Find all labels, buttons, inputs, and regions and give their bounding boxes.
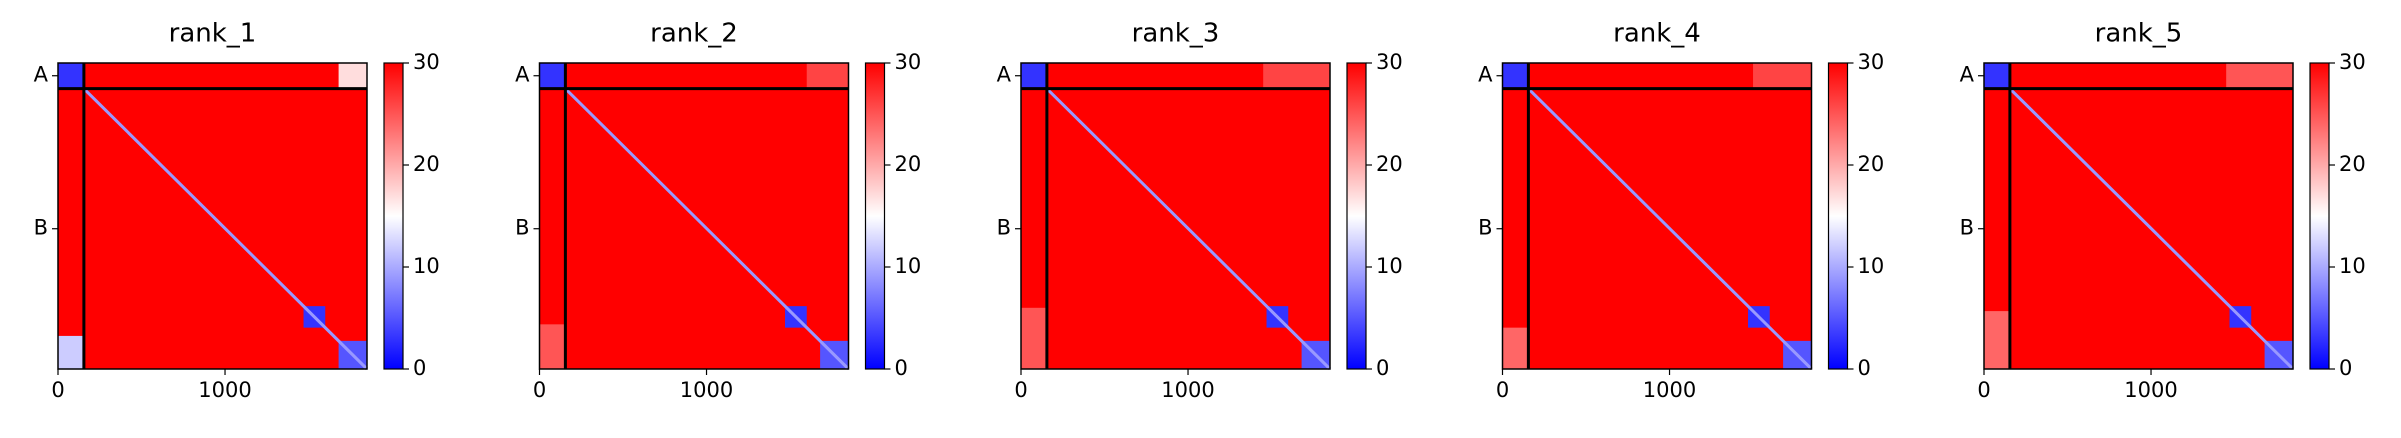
panel: rank_5 0 1000 A B 0 10 20 30 <box>1960 19 2366 403</box>
heatmap-cell <box>338 63 367 89</box>
panel: rank_1 0 1000 A B 0 10 20 30 <box>34 19 440 403</box>
x-tick-label: 0 <box>1496 378 1509 402</box>
x-tick-label: 0 <box>1977 378 1990 402</box>
diagonal <box>1045 87 1332 371</box>
colorbar-tick-label: 30 <box>413 50 440 74</box>
colorbar <box>383 62 404 370</box>
x-tick-label: 1000 <box>1161 378 1214 402</box>
chart-title: rank_5 <box>2095 19 2183 49</box>
heatmap-cell <box>1021 307 1047 369</box>
colorbar-tick-label: 0 <box>2339 356 2352 380</box>
y-tick-label: B <box>515 216 529 240</box>
heatmap-cell <box>539 324 566 369</box>
chart-title: rank_1 <box>169 19 257 49</box>
y-tick-label: A <box>997 63 1012 87</box>
colorbar-tick-label: 0 <box>413 356 426 380</box>
heatmap-cell <box>58 335 84 369</box>
colorbar-tick-label: 10 <box>413 254 440 278</box>
heatmap-cell <box>1502 327 1529 369</box>
y-tick-label: A <box>1960 63 1975 87</box>
colorbar <box>1827 62 1849 370</box>
diagonal <box>1527 87 1813 371</box>
heatmap-cell <box>1502 63 1529 89</box>
x-tick-label: 1000 <box>680 378 733 402</box>
heatmap-cell <box>2226 63 2293 89</box>
colorbar-tick-label: 20 <box>1858 152 1885 176</box>
colorbar-tick-label: 10 <box>895 254 922 278</box>
x-tick-label: 0 <box>51 378 64 402</box>
y-tick-label: B <box>997 216 1011 240</box>
plot-frame <box>1983 62 2294 370</box>
heatmap-cell <box>1263 63 1330 89</box>
colorbar <box>864 62 886 370</box>
y-tick-label: A <box>515 63 530 87</box>
heatmap-cell <box>58 63 84 89</box>
panel: rank_2 0 1000 A B 0 10 20 30 <box>515 19 921 403</box>
colorbar-tick-label: 20 <box>1376 152 1403 176</box>
colorbar-tick-label: 30 <box>895 50 922 74</box>
colorbar-tick-label: 30 <box>1858 50 1885 74</box>
x-tick-label: 1000 <box>198 378 251 402</box>
plot-frame <box>1020 62 1331 370</box>
x-tick-label: 0 <box>1014 378 1027 402</box>
chart-title: rank_2 <box>650 19 738 49</box>
chart-title: rank_3 <box>1132 19 1220 49</box>
heatmap-cell <box>1021 63 1047 89</box>
diagonal <box>82 87 369 371</box>
colorbar-tick-label: 0 <box>895 356 908 380</box>
heatmap-cell <box>806 63 849 89</box>
heatmap-cell <box>1984 311 2010 369</box>
y-tick-label: B <box>34 216 48 240</box>
diagonal <box>564 87 850 371</box>
colorbar-tick-label: 10 <box>1858 254 1885 278</box>
heatmap-cell <box>539 63 566 89</box>
heatmap-cell <box>1984 63 2010 89</box>
colorbar <box>2309 62 2330 370</box>
colorbar-tick-label: 30 <box>1376 50 1403 74</box>
y-tick-label: A <box>34 63 49 87</box>
panel: rank_3 0 1000 A B 0 10 20 30 <box>997 19 1403 403</box>
colorbar-tick-label: 10 <box>2339 254 2366 278</box>
y-tick-label: B <box>1960 216 1974 240</box>
colorbar-tick-label: 20 <box>2339 152 2366 176</box>
chart-title: rank_4 <box>1613 19 1701 49</box>
panel: rank_4 0 1000 A B 0 10 20 30 <box>1478 19 1884 403</box>
colorbar-tick-label: 10 <box>1376 254 1403 278</box>
colorbar <box>1346 62 1367 370</box>
plot-frame <box>538 62 850 370</box>
plot-frame <box>57 62 368 370</box>
y-tick-label: A <box>1478 63 1493 87</box>
x-tick-label: 0 <box>533 378 546 402</box>
colorbar-tick-label: 20 <box>895 152 922 176</box>
x-tick-label: 1000 <box>2124 378 2177 402</box>
heatmap-cell <box>1753 63 1812 89</box>
colorbar-tick-label: 0 <box>1858 356 1871 380</box>
colorbar-tick-label: 30 <box>2339 50 2366 74</box>
y-tick-label: B <box>1478 216 1492 240</box>
plot-frame <box>1501 62 1813 370</box>
x-tick-label: 1000 <box>1643 378 1696 402</box>
colorbar-tick-label: 0 <box>1376 356 1389 380</box>
colorbar-tick-label: 20 <box>413 152 440 176</box>
diagonal <box>2008 87 2295 371</box>
